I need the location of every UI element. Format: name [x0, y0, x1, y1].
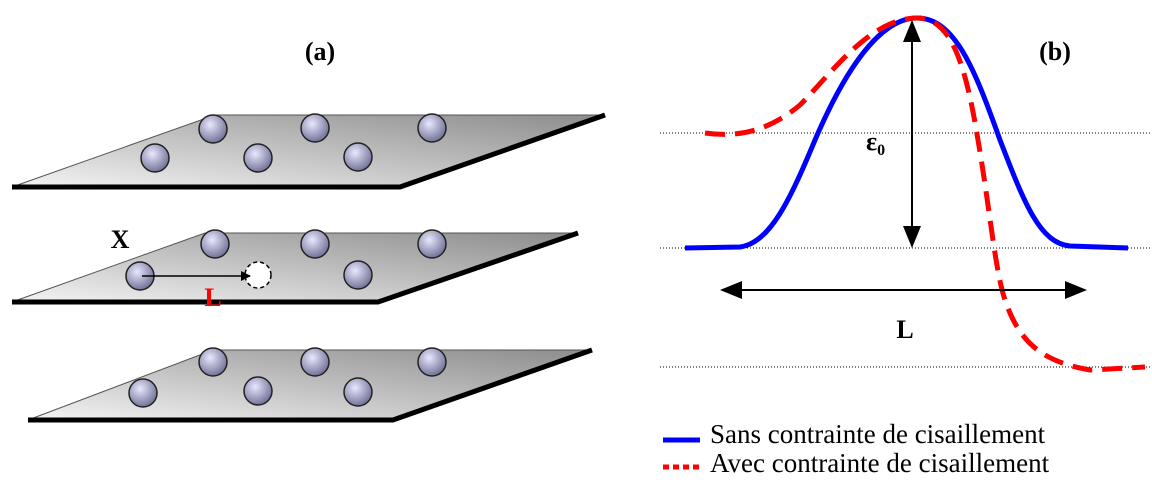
width-label: L — [896, 315, 913, 344]
panel-label: (b) — [1039, 37, 1071, 66]
panel-a: (a) X L — [12, 37, 605, 420]
panel-b: (b) ε0 L Sans contrainte de cisaillement… — [660, 18, 1150, 478]
curve-with-shear — [705, 18, 1145, 370]
plate: X L — [12, 225, 578, 312]
amplitude-symbol: ε — [866, 127, 877, 156]
displacement-length-label: L — [204, 283, 221, 312]
plate — [12, 114, 605, 187]
amplitude-label: ε0 — [866, 127, 885, 159]
amplitude-subscript: 0 — [877, 142, 885, 159]
legend-label: Avec contrainte de cisaillement — [710, 448, 1050, 478]
figure: (a) X L — [0, 0, 1152, 482]
panel-label: (a) — [305, 37, 335, 66]
displacement-label: X — [111, 225, 130, 254]
legend-label: Sans contrainte de cisaillement — [710, 419, 1046, 449]
legend: Sans contrainte de cisaillement Avec con… — [663, 419, 1050, 478]
plate — [28, 348, 592, 420]
